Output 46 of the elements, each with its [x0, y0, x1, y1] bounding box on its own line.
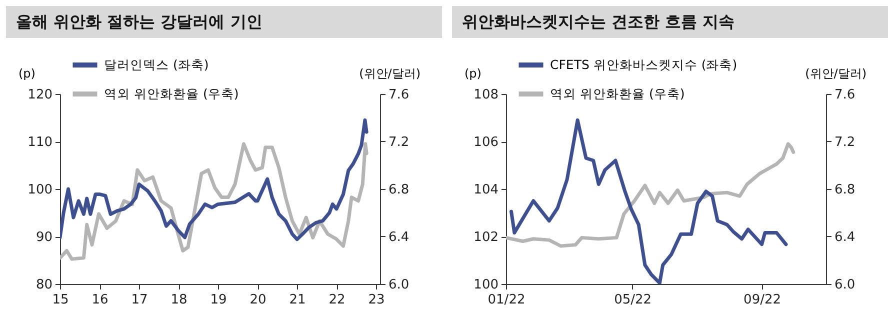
chart-title: 올해 위안화 절하는 강달러에 기인 [6, 6, 442, 38]
x-tick-label: 20 [250, 292, 266, 308]
x-tick-label: 18 [170, 292, 188, 308]
x-tick-label: 16 [92, 292, 108, 308]
y2-tick-label: 7.6 [388, 88, 410, 102]
y2-tick-label: 6.4 [834, 230, 856, 245]
x-tick-label: 22 [328, 292, 346, 308]
x-tick-label: 01/22 [488, 292, 526, 308]
legend-label: 달러인덱스 (좌축) [104, 57, 209, 72]
y2-tick-label: 6.4 [388, 230, 410, 245]
x-tick-label: 15 [52, 292, 69, 308]
y-tick-label: 120 [28, 88, 52, 102]
legend-label: CFETS 위안화바스켓지수 (좌축) [550, 57, 738, 72]
x-tick-label: 09/22 [744, 292, 782, 308]
line-series [60, 142, 368, 261]
x-tick-label: 23 [368, 292, 385, 308]
line-series [60, 118, 368, 242]
y2-tick-label: 6.8 [388, 182, 410, 198]
y-tick-label: 106 [474, 135, 498, 150]
y2-axis-title: (위안/달러) [359, 66, 420, 80]
y-tick-label: 104 [474, 182, 498, 198]
y-tick-label: 108 [474, 88, 498, 102]
y2-tick-label: 6.0 [388, 278, 410, 292]
y-tick-label: 102 [474, 230, 498, 245]
y-tick-label: 110 [28, 135, 52, 150]
y2-tick-label: 7.2 [388, 135, 410, 150]
y2-tick-label: 7.2 [834, 135, 856, 150]
y-axis-title: (p) [464, 66, 482, 80]
y-tick-label: 90 [36, 230, 52, 245]
x-tick-label: 19 [210, 292, 227, 308]
y-tick-label: 100 [28, 182, 52, 198]
legend-label: 역외 위안화환율 (우축) [104, 86, 239, 101]
legend-label: 역외 위안화환율 (우축) [550, 86, 685, 101]
line-series [506, 142, 796, 248]
y-tick-label: 100 [474, 278, 498, 292]
line-series [510, 118, 788, 284]
y-axis-title: (p) [18, 66, 36, 80]
y2-tick-label: 7.6 [834, 88, 856, 102]
y-tick-label: 80 [36, 278, 52, 292]
chart-title: 위안화바스켓지수는 견조한 흐름 지속 [452, 6, 888, 38]
y2-axis-title: (위안/달러) [805, 66, 866, 80]
y2-tick-label: 6.0 [834, 278, 856, 292]
x-tick-label: 17 [131, 292, 148, 308]
y2-tick-label: 6.8 [834, 182, 856, 198]
x-tick-label: 05/22 [614, 292, 652, 308]
x-tick-label: 21 [289, 292, 306, 308]
